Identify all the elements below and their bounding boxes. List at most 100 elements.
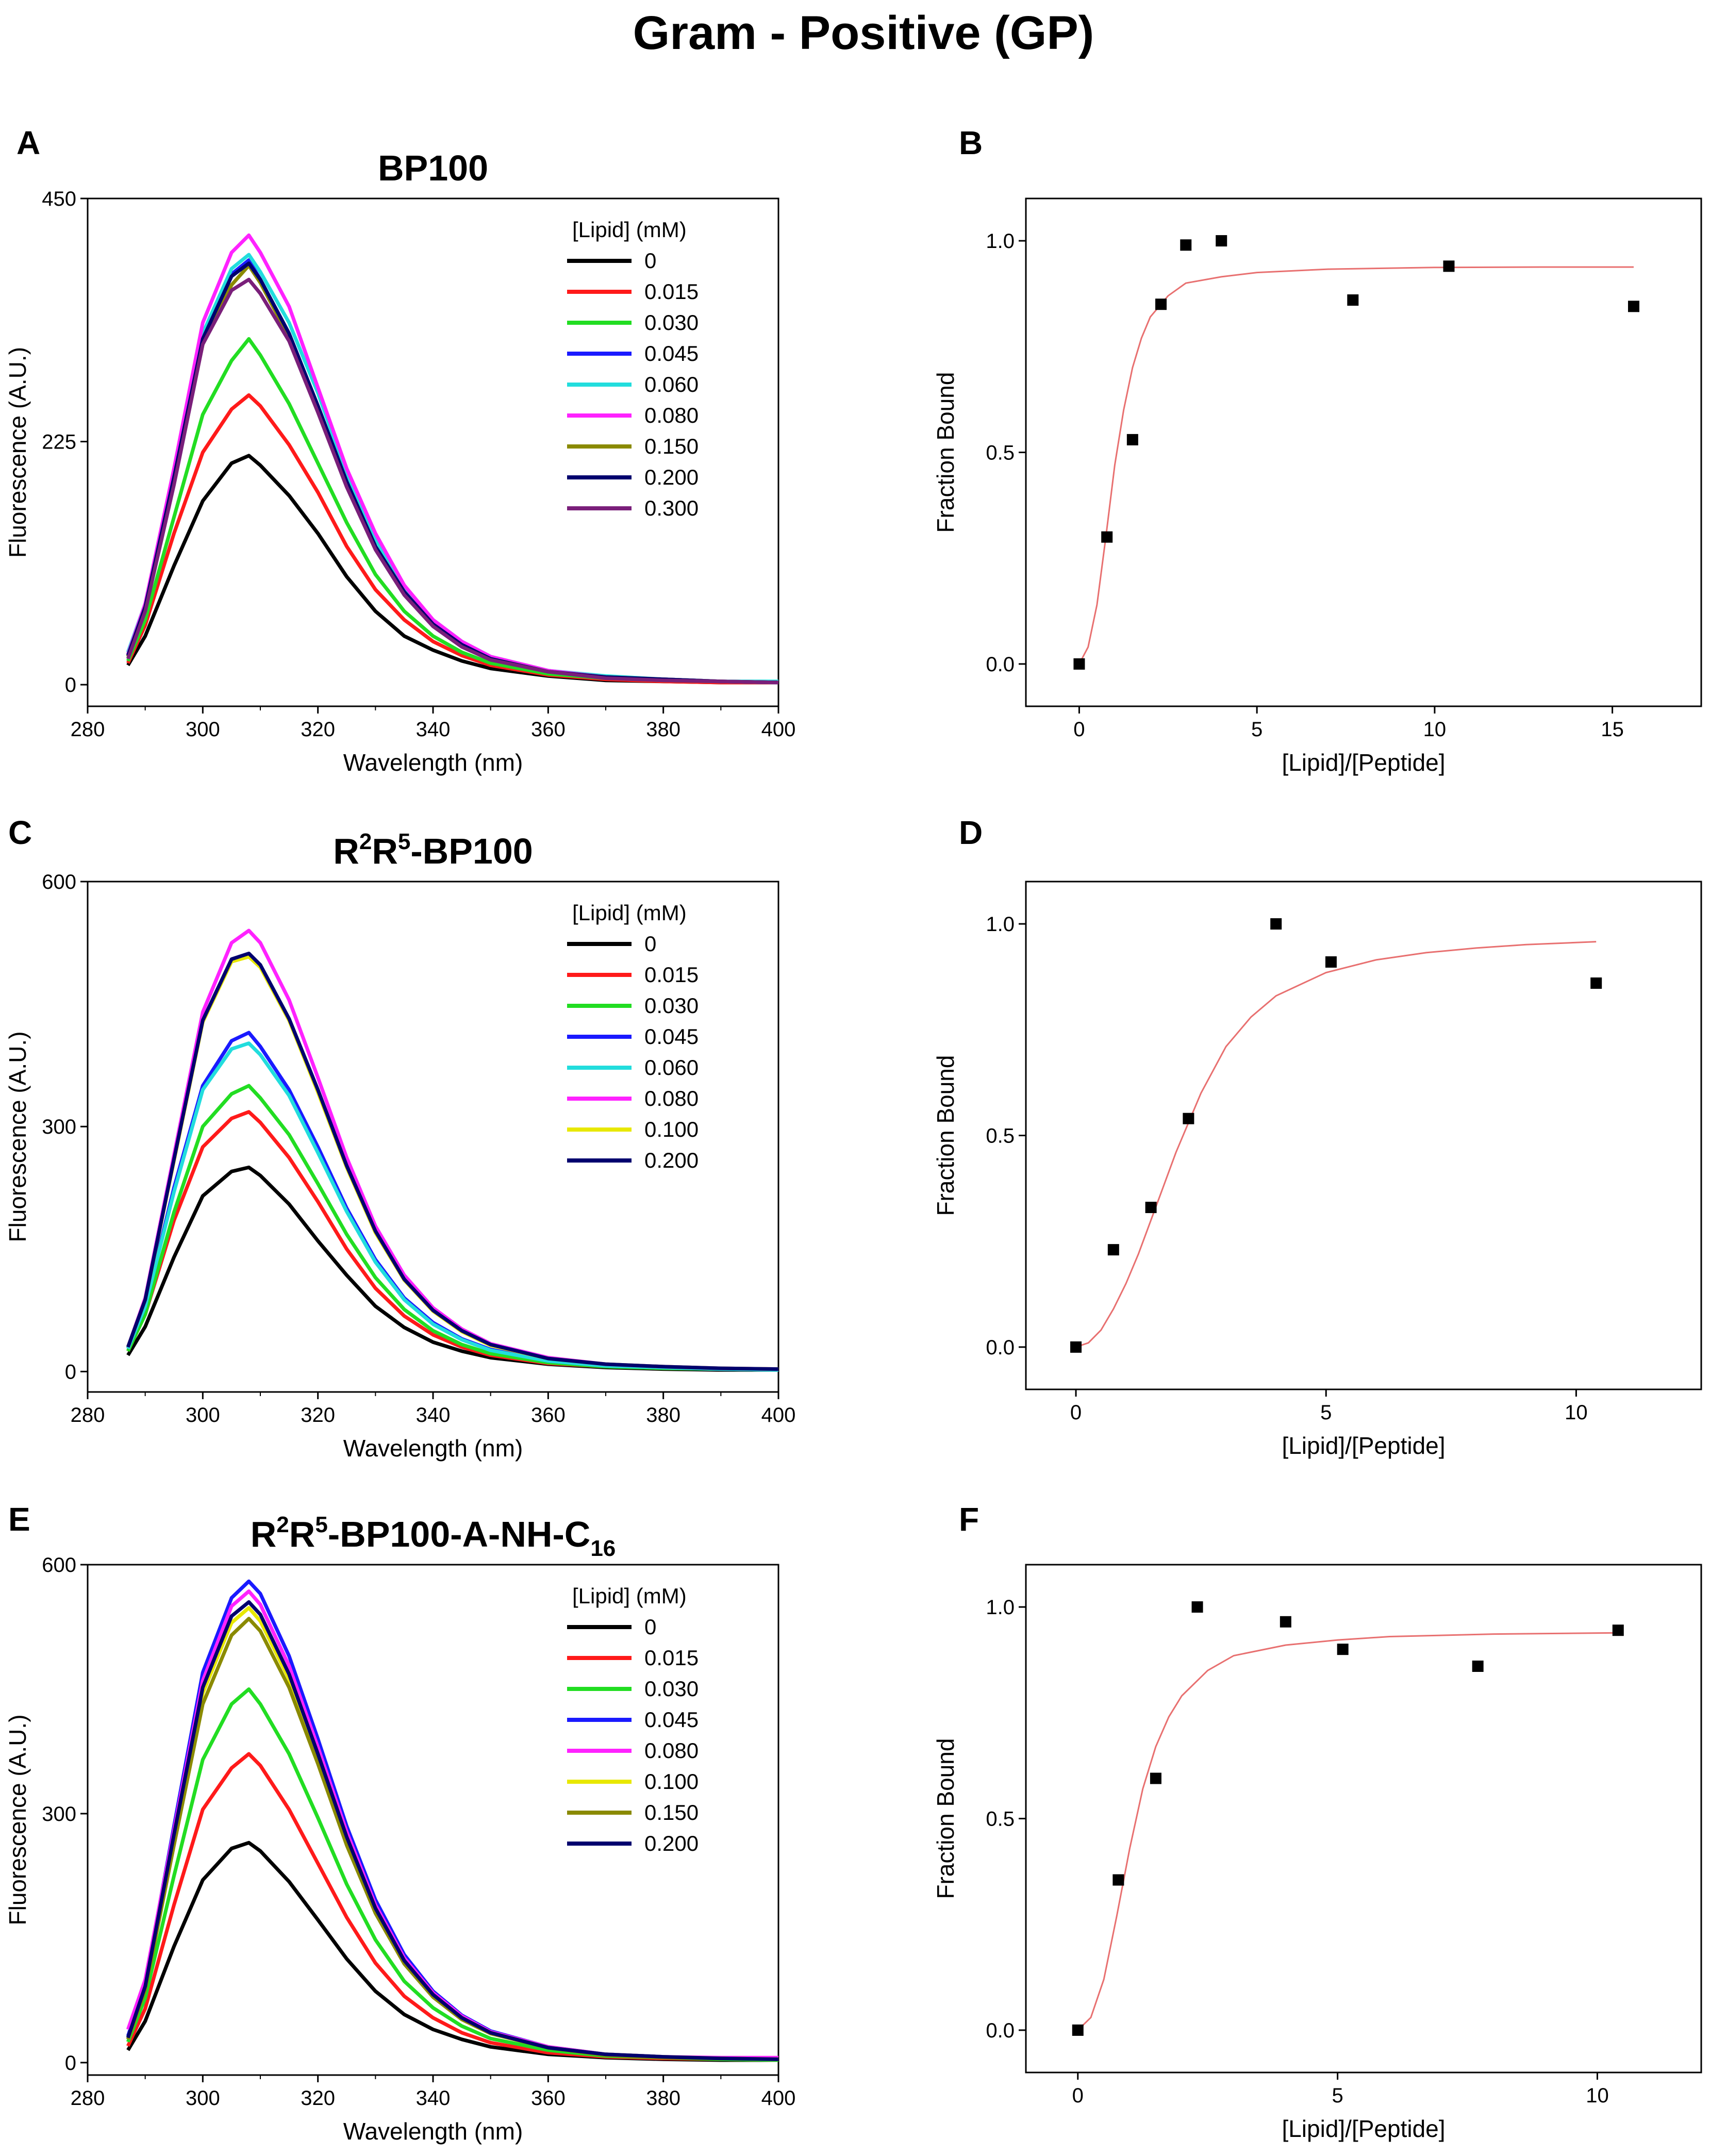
legend-label: 0.030: [644, 993, 699, 1018]
data-point: [1325, 956, 1337, 968]
legend-label: 0.015: [644, 279, 699, 304]
fit-curve: [1078, 266, 1634, 665]
y-axis-label: Fluorescence (A.U.): [4, 1714, 31, 1925]
x-tick-label: 360: [531, 718, 566, 741]
plot-frame: [1025, 881, 1702, 1390]
legend-label: 0.060: [644, 1055, 699, 1080]
y-tick-label: 450: [42, 188, 76, 210]
data-point: [1590, 977, 1602, 989]
series-line-0_300: [126, 277, 779, 685]
x-tick-label: 10: [1586, 2084, 1609, 2107]
x-tick-label: 380: [646, 718, 680, 741]
legend-title: [Lipid] (mM): [572, 218, 687, 242]
y-tick-label: 0.0: [986, 1336, 1015, 1359]
y-tick-label: 0.5: [986, 1125, 1015, 1148]
fit-curve: [1075, 941, 1597, 1348]
chart-title: R2R5-BP100-A-NH-C16: [251, 1512, 616, 1561]
x-tick-label: 320: [301, 718, 335, 741]
x-tick-label: 380: [646, 2087, 680, 2110]
x-tick-label: 15: [1601, 718, 1624, 741]
x-tick-label: 300: [186, 718, 220, 741]
y-tick-label: 0.0: [986, 653, 1015, 676]
x-tick-label: 400: [761, 2087, 796, 2110]
data-point: [1612, 1624, 1624, 1636]
chart-title: BP100: [378, 148, 488, 188]
x-tick-label: 340: [416, 1404, 451, 1427]
legend-label: 0: [644, 932, 656, 956]
series-line-0_200: [126, 1600, 779, 2061]
data-point: [1072, 2024, 1084, 2036]
x-tick-label: 400: [761, 1404, 796, 1427]
x-axis-label: Wavelength (nm): [343, 2118, 523, 2145]
data-point: [1191, 1601, 1203, 1613]
data-point: [1180, 239, 1192, 251]
legend-title: [Lipid] (mM): [572, 901, 687, 925]
x-tick-label: 5: [1332, 2084, 1343, 2107]
legend-label: 0.150: [644, 1800, 699, 1825]
chart-panel-a: 280 300 320 340 360 380 400 0 225 450 Wavelength (…: [4, 148, 795, 776]
data-point: [1112, 1874, 1124, 1886]
panel-label-b: B: [959, 124, 983, 161]
y-tick-label: 0.5: [986, 442, 1015, 465]
y-tick-label: 600: [42, 1554, 76, 1577]
x-axis-label: Wavelength (nm): [343, 1435, 523, 1462]
y-tick-label: 0: [65, 1361, 76, 1383]
x-tick-label: 320: [301, 1404, 335, 1427]
fit-curve: [1077, 1632, 1618, 2031]
legend-label: 0.200: [644, 1831, 699, 1855]
y-tick-label: 225: [42, 431, 76, 454]
data-point: [1270, 918, 1282, 930]
y-tick-label: 300: [42, 1803, 76, 1826]
x-tick-label: 300: [186, 1404, 220, 1427]
chart-panel-b: 0 5 10 15 0.0 0.5 1.0 [Lipid]/[Peptide] Fraction…: [932, 197, 1702, 776]
data-point: [1145, 1202, 1157, 1214]
data-point: [1347, 294, 1359, 306]
x-tick-label: 0: [1072, 2084, 1084, 2107]
y-axis-label: Fluorescence (A.U.): [4, 347, 31, 558]
x-tick-label: 280: [71, 1404, 105, 1427]
legend-label: 0: [644, 248, 656, 273]
series-line-0_045: [126, 1031, 779, 1372]
x-tick-label: 5: [1251, 718, 1263, 741]
chart-panel-d: 0 5 10 0.0 0.5 1.0 [Lipid]/[Peptide] Fraction B…: [932, 881, 1702, 1459]
x-axis-label: Wavelength (nm): [343, 749, 523, 776]
x-tick-label: 280: [71, 2087, 105, 2110]
panel-label-a: A: [16, 124, 41, 161]
data-point: [1337, 1644, 1349, 1655]
legend-label: 0.045: [644, 341, 699, 366]
data-point: [1070, 1341, 1082, 1353]
x-tick-label: 360: [531, 1404, 566, 1427]
legend-label: 0.015: [644, 1646, 699, 1670]
data-point: [1443, 260, 1455, 272]
x-tick-label: 340: [416, 2087, 451, 2110]
legend-label: 0.100: [644, 1117, 699, 1141]
data-point: [1126, 434, 1138, 445]
y-axis-label: Fraction Bound: [932, 1738, 959, 1899]
x-tick-label: 300: [186, 2087, 220, 2110]
x-tick-label: 320: [301, 2087, 335, 2110]
x-tick-label: 360: [531, 2087, 566, 2110]
x-tick-label: 380: [646, 1404, 680, 1427]
x-tick-label: 0: [1070, 1401, 1082, 1424]
legend-label: 0.080: [644, 1086, 699, 1110]
y-axis-label: Fluorescence (A.U.): [4, 1031, 31, 1242]
data-point: [1107, 1244, 1119, 1256]
x-tick-label: 400: [761, 718, 796, 741]
legend-label: 0.030: [644, 310, 699, 335]
plot-frame: [1025, 197, 1702, 707]
panel-label-d: D: [959, 814, 983, 851]
legend-label: 0.045: [644, 1707, 699, 1732]
y-tick-label: 0.5: [986, 1808, 1015, 1831]
chart-panel-f: 0 5 10 0.0 0.5 1.0 [Lipid]/[Peptide] Fraction B…: [932, 1564, 1702, 2142]
series-line-0_200: [126, 951, 779, 1371]
x-tick-label: 280: [71, 718, 105, 741]
legend-label: 0.100: [644, 1769, 699, 1794]
y-tick-label: 1.0: [986, 1596, 1015, 1619]
plot-frame: [1025, 1564, 1702, 2074]
chart-panel-e: 280 300 320 340 360 380 400 0 300 600 Wavelength (…: [4, 1512, 795, 2145]
y-tick-label: 300: [42, 1116, 76, 1138]
legend-label: 0.030: [644, 1677, 699, 1701]
data-point: [1472, 1661, 1484, 1672]
